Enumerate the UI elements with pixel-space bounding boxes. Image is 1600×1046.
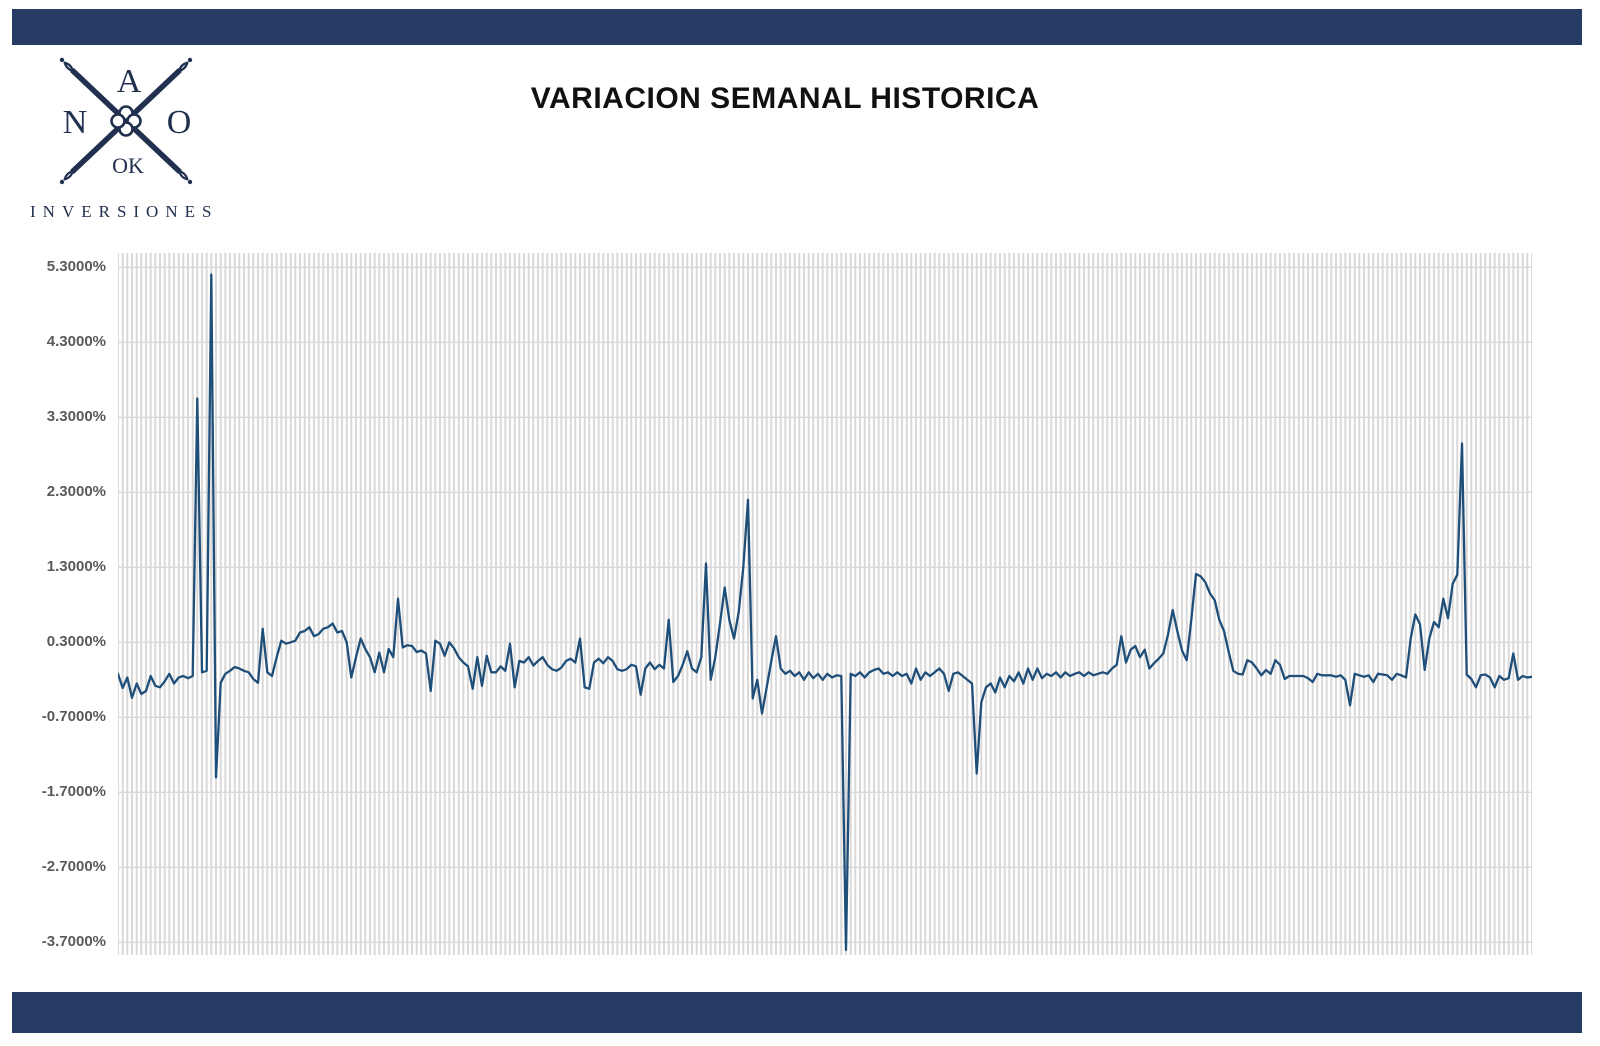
y-tick-label: 3.3000%: [46, 408, 106, 426]
page-title: VARIACION SEMANAL HISTORICA: [530, 82, 1040, 115]
plot-svg: [118, 253, 1532, 955]
y-axis-labels: 5.3000% 4.3000% 3.3000% 2.3000% 1.3000% 0.300…: [0, 0, 106, 1046]
y-tick-label: -0.7000%: [41, 708, 106, 726]
y-tick-label: 0.3000%: [46, 633, 106, 651]
y-tick-label: -3.7000%: [41, 933, 106, 951]
logo-subtitle: INVERSIONES: [30, 202, 219, 221]
logo-letter-a: A: [117, 63, 142, 100]
y-tick-label: 5.3000%: [46, 258, 106, 276]
y-tick-label: -2.7000%: [41, 858, 106, 876]
bottom-accent-bar: [12, 992, 1582, 1033]
y-tick-label: 1.3000%: [46, 558, 106, 576]
logo-letters-ok: OK: [112, 153, 144, 178]
y-tick-label: 4.3000%: [46, 333, 106, 351]
top-accent-bar: [12, 9, 1582, 45]
y-tick-label: 2.3000%: [46, 483, 106, 501]
logo-compass: A N O OK: [58, 56, 194, 186]
logo-letter-n: N: [63, 104, 88, 141]
plot-area: [118, 253, 1532, 955]
y-tick-label: -1.7000%: [41, 783, 106, 801]
logo-diagonal: [70, 68, 182, 174]
logo-quatrefoil-icon: [110, 105, 142, 137]
series-line: [118, 273, 1532, 951]
logo-letter-o: O: [167, 104, 192, 141]
